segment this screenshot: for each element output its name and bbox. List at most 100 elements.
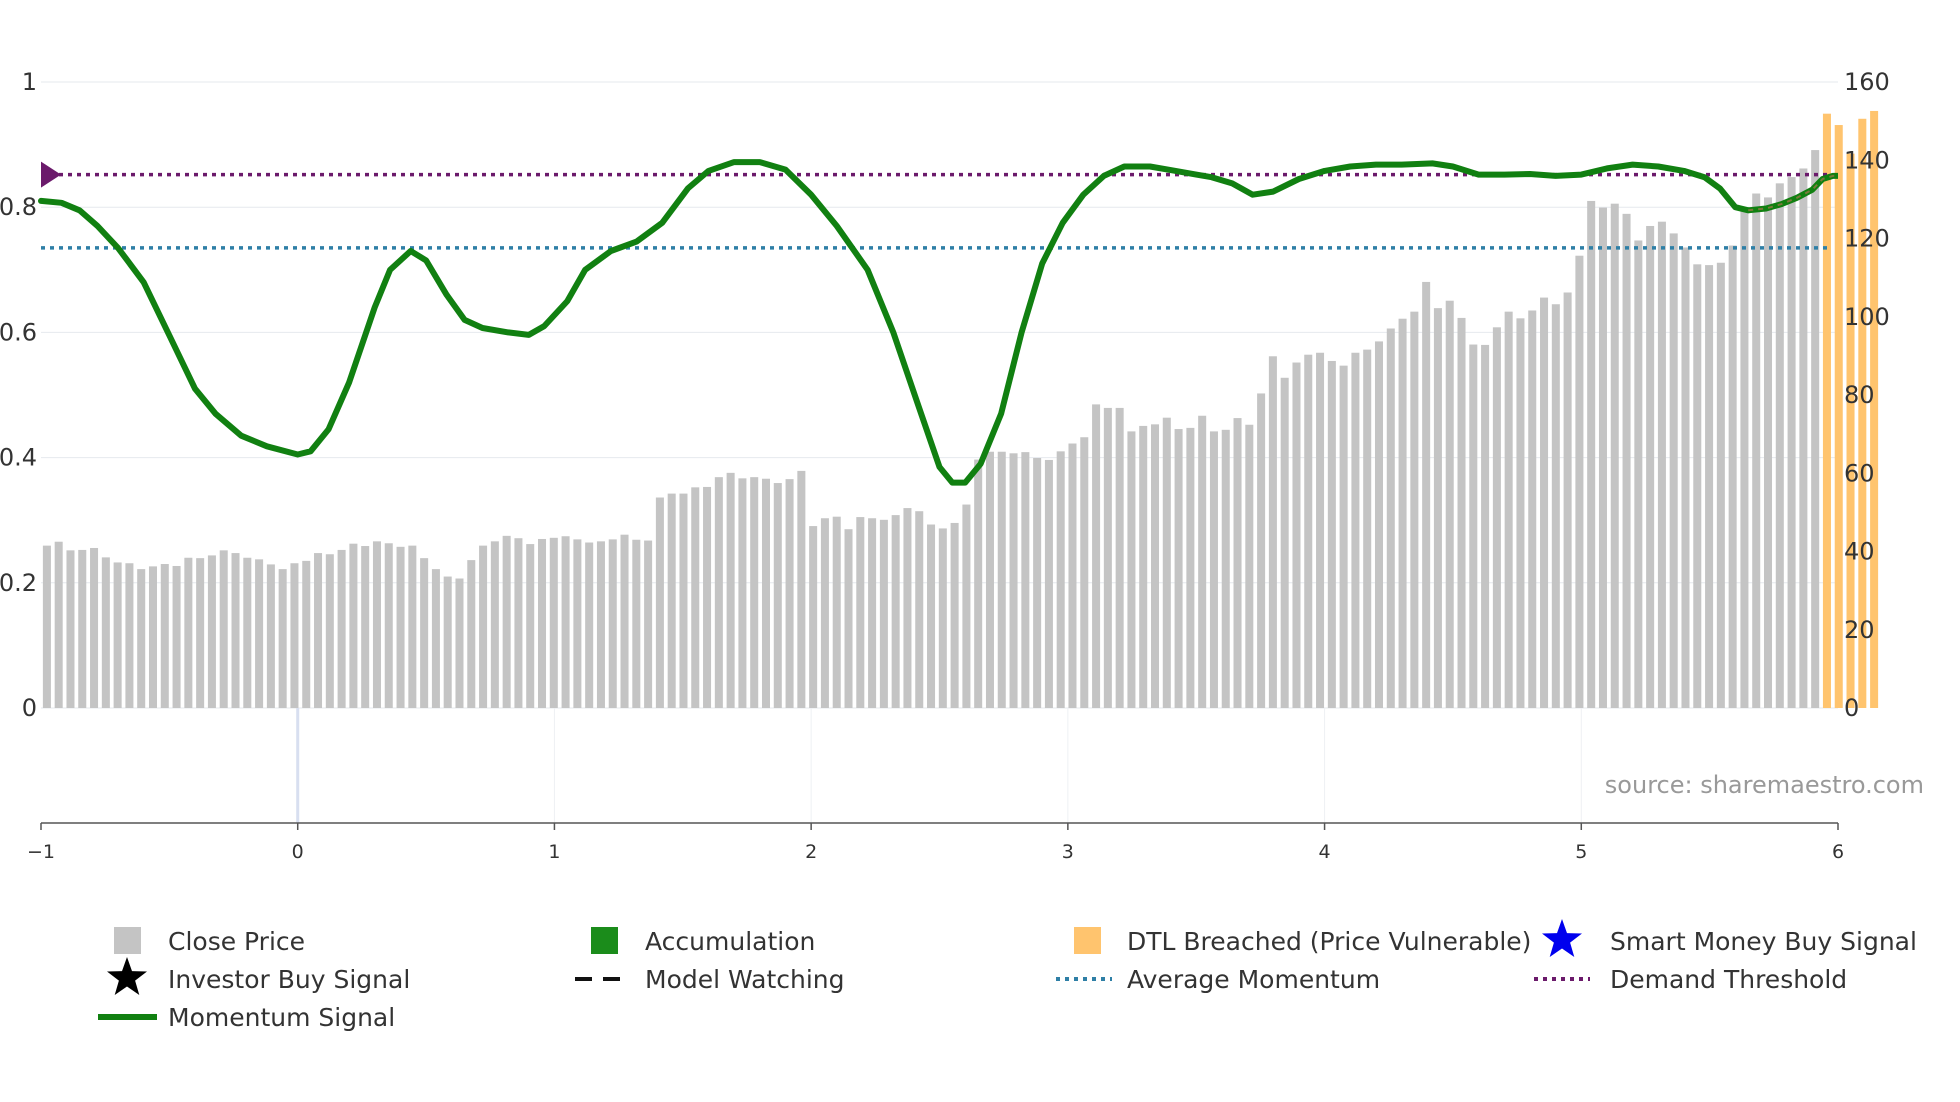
close-price-bar [384, 543, 393, 708]
left-tick-label: 0.8 [0, 193, 37, 221]
left-tick-label: 0 [22, 694, 37, 722]
close-price-bar [585, 542, 594, 708]
close-price-bar [1681, 247, 1690, 708]
legend-label: Momentum Signal [168, 1003, 395, 1032]
right-axis: 0 20 40 60 80 100 120 140 160 [1844, 68, 1890, 722]
close-price-bar [66, 550, 75, 708]
close-price-bar [879, 519, 888, 708]
close-price-bar [219, 550, 228, 708]
close-price-bar [1752, 193, 1761, 708]
close-price-bar [561, 536, 570, 708]
legend-label: Close Price [168, 927, 305, 956]
x-tick-label: 4 [1319, 841, 1331, 863]
left-tick-label: 1 [22, 68, 37, 96]
close-price-bar [1139, 425, 1148, 708]
dtl-breached-bar [1870, 110, 1879, 708]
close-price-bar [1103, 407, 1112, 708]
x-tick-label: 3 [1062, 841, 1074, 863]
legend-label: Average Momentum [1127, 965, 1380, 994]
close-price-bar [54, 541, 63, 708]
close-price-bar [1316, 352, 1325, 708]
close-price-bar [761, 478, 770, 708]
close-price-bar [1009, 453, 1018, 708]
close-price-bar [1740, 208, 1749, 708]
x-tick-label: 0 [292, 841, 304, 863]
demand-threshold-marker [41, 161, 61, 188]
close-price-bar [974, 459, 983, 708]
close-price-bar [1575, 255, 1584, 708]
x-axis: −1 0 1 2 3 4 5 6 [27, 822, 1844, 863]
close-price-bar [856, 517, 865, 708]
close-price-bar [726, 472, 735, 708]
close-price-bar [1481, 344, 1490, 708]
close-price-bar [573, 539, 582, 708]
close-price-bar [703, 486, 712, 708]
close-price-bar [655, 497, 664, 708]
right-tick-label: 100 [1844, 303, 1890, 331]
close-price-bar [1115, 407, 1124, 708]
close-price-bar [1245, 424, 1254, 708]
close-price-bar [408, 545, 417, 708]
close-price-bar [903, 508, 912, 708]
right-tick-label: 160 [1844, 68, 1890, 96]
close-price-bar [431, 569, 440, 708]
close-price-bar [160, 564, 169, 708]
close-price-bar [1551, 304, 1560, 708]
close-price-bar [137, 569, 146, 708]
legend-item-model-watching: Model Watching [575, 965, 845, 994]
close-price-bar [1351, 352, 1360, 708]
right-tick-label: 20 [1844, 616, 1875, 644]
legend-item-accumulation: Accumulation [591, 927, 815, 956]
close-price-bar [148, 566, 157, 708]
close-price-bar [1728, 245, 1737, 709]
close-price-bar [538, 538, 547, 708]
close-price-bar [1563, 292, 1572, 708]
close-price-bar [207, 555, 216, 708]
close-price-bar [1339, 365, 1348, 708]
dtl-breached-swatch [1074, 927, 1101, 954]
close-price-bar [868, 518, 877, 708]
close-price-bar [1198, 415, 1207, 708]
model-watching-dash [1748, 174, 1838, 212]
close-price-bar [396, 546, 405, 708]
momentum-signal-line [38, 159, 1752, 486]
close-price-bar [1587, 200, 1596, 708]
close-price-bar [797, 470, 806, 708]
x-tick-label: 2 [805, 841, 817, 863]
close-price-bar [950, 522, 959, 708]
close-price-bars [42, 110, 1879, 709]
close-price-bar [1127, 431, 1136, 708]
close-price-bar [549, 537, 558, 708]
close-price-bar [502, 535, 511, 708]
close-price-bar [243, 557, 252, 708]
close-price-bar [290, 563, 299, 708]
close-price-bar [1044, 459, 1053, 708]
close-price-bar [750, 477, 759, 708]
close-price-bar [1433, 308, 1442, 708]
close-price-bar [184, 557, 193, 708]
x-tick-label: 6 [1832, 841, 1844, 863]
close-price-bar [1162, 417, 1171, 708]
close-price-bar [1598, 207, 1607, 708]
left-tick-label: 0.6 [0, 318, 37, 346]
close-price-bar [1363, 349, 1372, 708]
momentum-layer [38, 159, 1838, 486]
close-price-bar [231, 553, 240, 708]
close-price-bar [349, 543, 358, 708]
close-price-bar [596, 541, 605, 708]
right-tick-label: 40 [1844, 538, 1875, 566]
close-price-bar [1292, 362, 1301, 708]
close-price-bar [938, 528, 947, 708]
legend-item-dtl-breached: DTL Breached (Price Vulnerable) [1074, 927, 1531, 956]
legend-item-close-price: Close Price [114, 927, 305, 956]
close-price-bar [325, 554, 334, 708]
x-tick-label: 1 [548, 841, 560, 863]
close-price-bar [1398, 318, 1407, 708]
dtl-breached-bar [1858, 118, 1867, 708]
close-price-bar [372, 541, 381, 708]
close-price-bar [255, 559, 264, 708]
close-price-bar [278, 569, 287, 708]
close-price-bar [1764, 197, 1773, 709]
close-price-bar [314, 553, 323, 708]
close-price-bar [1787, 177, 1796, 708]
